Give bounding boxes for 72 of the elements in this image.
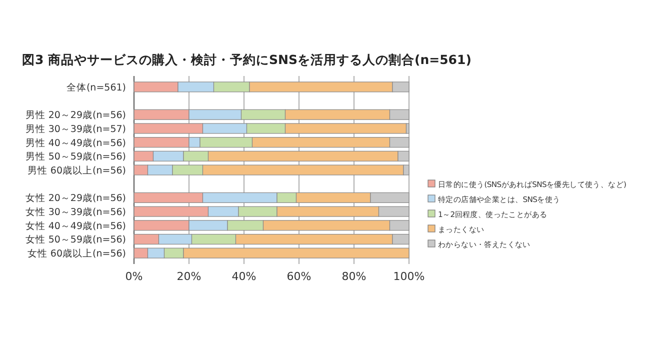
bar — [398, 150, 410, 162]
bar — [262, 220, 390, 231]
bar — [188, 220, 228, 231]
bar — [246, 123, 286, 134]
bar — [276, 206, 380, 217]
y-tick-label: 男性 40～49歳(n=56) — [25, 136, 126, 149]
bar — [370, 192, 410, 203]
bar — [191, 234, 236, 245]
bar — [208, 150, 398, 162]
bar — [389, 220, 410, 231]
x-tick-label: 80% — [342, 270, 366, 283]
bar — [183, 248, 410, 258]
bar — [188, 109, 242, 120]
bar — [249, 82, 393, 92]
bar — [227, 220, 264, 231]
x-tick-label: 60% — [286, 270, 312, 283]
bar — [378, 206, 410, 217]
bar — [134, 82, 178, 92]
bar — [389, 109, 410, 120]
chart-title: 図3 商品やサービスの購入・検討・予約にSNSを活用する人の割合(n=561) — [22, 52, 472, 67]
y-tick-label: 女性 30～39歳(n=56) — [25, 206, 126, 218]
y-tick-label: 女性 60歳以上(n=56) — [27, 248, 126, 260]
bar — [178, 82, 214, 92]
x-tick-label: 40% — [232, 270, 256, 283]
y-tick-label: 男性 30～39歳(n=57) — [25, 122, 126, 135]
bar — [200, 137, 253, 148]
bar — [238, 206, 278, 217]
bar — [134, 109, 190, 120]
bar — [252, 137, 390, 148]
bar — [158, 234, 192, 245]
y-tick-label: 女性 20～29歳(n=56) — [25, 192, 126, 204]
bar — [389, 137, 410, 148]
bar — [392, 234, 410, 245]
x-tick-label: 0% — [125, 270, 143, 283]
bar — [235, 234, 393, 245]
y-tick-label: 全体(n=561) — [66, 81, 126, 94]
bar — [134, 220, 190, 231]
bar — [406, 123, 410, 134]
bar — [392, 82, 410, 92]
bar — [172, 164, 204, 176]
bar — [147, 164, 173, 176]
bar — [134, 123, 204, 134]
bar — [284, 109, 390, 120]
y-tick-label: 男性 60歳以上(n=56) — [27, 164, 126, 176]
y-tick-label: 女性 50～59歳(n=56) — [25, 234, 126, 246]
bar — [202, 123, 248, 134]
bar — [403, 164, 410, 176]
bar — [134, 137, 190, 148]
bar — [134, 234, 160, 245]
y-tick-label: 男性 50～59歳(n=56) — [25, 150, 126, 163]
bar — [134, 150, 154, 162]
bar — [134, 248, 148, 258]
bar — [202, 164, 404, 176]
x-tick-label: 20% — [176, 270, 202, 283]
bar — [296, 192, 371, 203]
bar — [276, 192, 297, 203]
y-tick-label: 女性 40～49歳(n=56) — [25, 220, 126, 232]
bar — [147, 248, 165, 258]
x-tick-label: 100% — [393, 270, 425, 283]
bar — [202, 192, 278, 203]
bar — [164, 248, 184, 258]
bar — [134, 206, 209, 217]
bar — [208, 206, 239, 217]
bar — [183, 150, 209, 162]
bar — [134, 164, 148, 176]
bar — [284, 123, 407, 134]
bar — [188, 137, 200, 148]
bar — [213, 82, 250, 92]
bar — [152, 150, 184, 162]
bar — [240, 109, 286, 120]
y-tick-label: 男性 20～29歳(n=56) — [25, 109, 126, 122]
bar — [134, 192, 204, 203]
